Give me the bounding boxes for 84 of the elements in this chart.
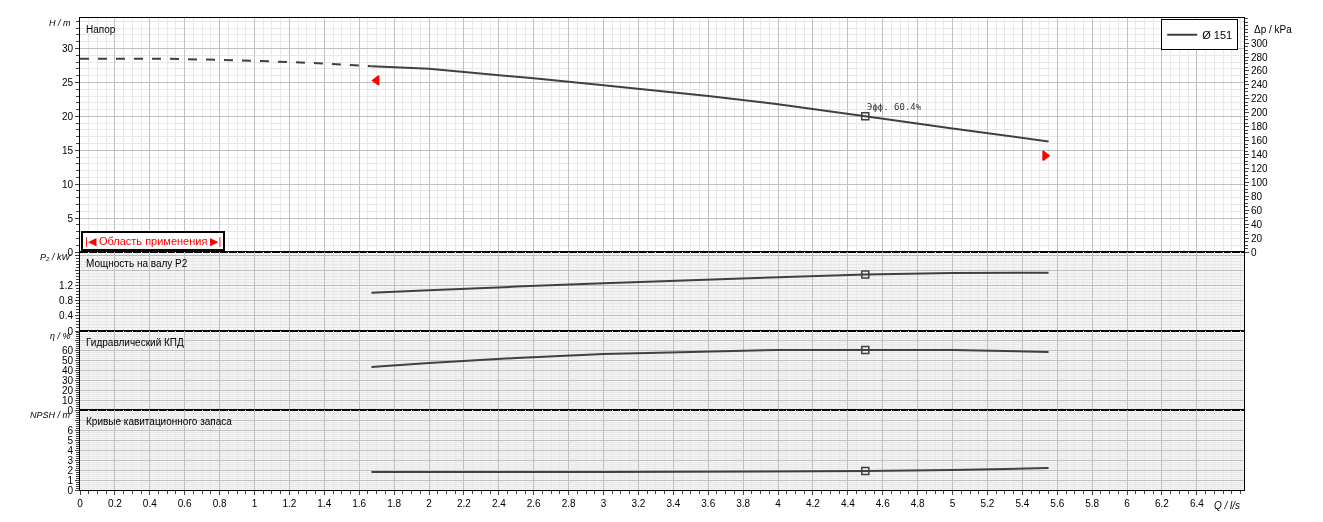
y2-tick-label: 20: [1251, 232, 1263, 244]
x-tick-label: 3.8: [736, 498, 751, 509]
y-tick-label: 0.8: [59, 295, 74, 307]
y2-tick-label: 240: [1251, 79, 1269, 91]
x-tick-label: 1.2: [282, 498, 297, 509]
y-tick-label: 0.4: [59, 310, 74, 322]
x-tick-label: 0.2: [107, 498, 123, 509]
x-tick-label: 4.8: [910, 498, 926, 509]
x-tick-label: 4: [775, 498, 782, 509]
x-tick-label: 2.4: [491, 498, 507, 509]
y-tick-label: 40: [61, 364, 74, 376]
y2-tick-label: 120: [1251, 162, 1269, 174]
y-tick-label: 2: [67, 464, 74, 476]
annotation: |◀ Область применения ▶|: [85, 235, 222, 247]
x-tick-label: 1: [251, 498, 258, 509]
x-tick-label: 4.6: [875, 498, 891, 509]
point: [371, 75, 380, 86]
y-tick-label: 20: [61, 110, 74, 122]
y2-tick-label: 300: [1251, 37, 1269, 49]
text: Гидравлический КПД: [86, 337, 185, 348]
x-tick-label: 3.2: [631, 498, 646, 509]
y2-tick-label: 140: [1251, 149, 1269, 160]
x-tick-label: 6: [1124, 498, 1131, 509]
x-tick-label: 5.8: [1085, 498, 1100, 509]
x-tick-label: 2.2: [456, 498, 472, 509]
y-tick-label: 1: [67, 474, 74, 486]
x-tick-label: 3: [600, 498, 607, 509]
y2-tick-label: 0: [1251, 246, 1257, 258]
y-tick-label: 10: [61, 394, 74, 406]
y2-tick-label: 200: [1251, 107, 1269, 119]
y-axis-title: H / m: [49, 18, 71, 28]
line-series: [370, 271, 1050, 294]
y-tick-label: 3: [67, 454, 74, 466]
y2-tick-label: 260: [1251, 65, 1269, 77]
text: Напор: [86, 24, 116, 35]
x-tick-label: 5.4: [1015, 498, 1030, 509]
y-tick-label: 30: [61, 43, 74, 55]
y2-tick-label: 180: [1251, 121, 1269, 133]
y-tick-label: 0: [67, 484, 74, 496]
y-tick-label: 25: [61, 76, 74, 88]
y2-tick-label: 100: [1251, 176, 1269, 188]
x-tick-label: 0.4: [142, 498, 158, 509]
text: Кривые кавитационного запаса: [86, 416, 233, 427]
y-tick-label: 6: [67, 424, 74, 436]
x-tick-label: 0: [77, 498, 84, 509]
text: Мощность на валу P2: [86, 258, 188, 269]
x-tick-label: 2.8: [561, 498, 577, 509]
y-tick-label: 4: [67, 444, 74, 456]
y-tick-label: 30: [61, 374, 74, 386]
y2-tick-label: 220: [1251, 93, 1269, 105]
y-tick-label: 10: [61, 178, 74, 190]
point: [861, 112, 870, 121]
x-tick-label: 1.6: [352, 498, 367, 509]
x-tick-label: 1.8: [387, 498, 402, 509]
y-tick-label: 20: [61, 384, 74, 396]
x-tick-label: 1.4: [317, 498, 332, 509]
x-tick-label: 3.6: [701, 498, 716, 509]
x-tick-label: 6.4: [1189, 498, 1205, 509]
y-tick-label: 50: [61, 354, 74, 366]
annotation: Эфф. 60.4%: [867, 102, 922, 112]
y2-tick-label: 40: [1251, 218, 1263, 230]
y2-axis-title: Δp / kPa: [1254, 24, 1293, 35]
y2-tick-label: 60: [1251, 204, 1263, 216]
x-tick-label: 4.4: [840, 498, 856, 509]
y-tick-label: 5: [67, 212, 74, 224]
x-tick-label: 5.6: [1050, 498, 1065, 509]
x-tick-label: 0.6: [177, 498, 193, 509]
x-tick-label: 4.2: [806, 498, 821, 509]
x-axis-title: Q / l/s: [1214, 500, 1241, 511]
x-tick-label: 5.2: [980, 498, 995, 509]
x-tick-label: 0.8: [212, 498, 227, 509]
x-tick-label: 3.4: [666, 498, 681, 509]
y2-tick-label: 160: [1251, 135, 1269, 147]
legend-label: Ø 151: [1202, 28, 1233, 41]
y-tick-label: 5: [67, 434, 74, 446]
y2-tick-label: 280: [1251, 51, 1269, 63]
y-tick-label: 15: [61, 144, 74, 156]
y-tick-label: 60: [61, 344, 74, 356]
y-tick-label: 1.2: [59, 280, 74, 292]
x-tick-label: 6.2: [1155, 498, 1170, 509]
x-tick-label: 2.6: [526, 498, 542, 509]
x-tick-label: 2: [426, 498, 433, 509]
y2-tick-label: 80: [1251, 190, 1263, 202]
x-tick-label: 5: [949, 498, 956, 509]
